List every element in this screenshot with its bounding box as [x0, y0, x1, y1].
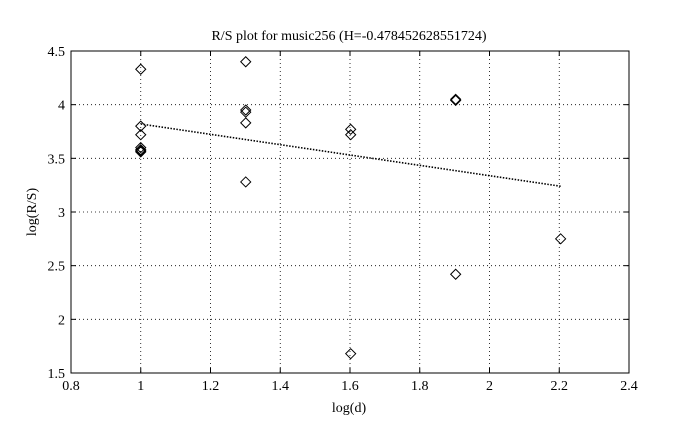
data-point-diamond — [240, 104, 252, 116]
data-point-diamond — [344, 347, 357, 360]
data-point-diamond — [135, 63, 147, 75]
y-tick-label: 1.5 — [48, 367, 66, 382]
data-point-diamond — [240, 106, 252, 118]
data-point-diamond — [240, 56, 252, 68]
data-point-diamond — [135, 129, 147, 141]
fit-line-group — [140, 123, 561, 188]
data-points — [135, 56, 567, 360]
chart-title: R/S plot for music256 (H=-0.478452628551… — [211, 29, 486, 44]
x-tick-label: 1.2 — [202, 379, 220, 394]
x-axis-label: log(d) — [332, 401, 367, 416]
data-point-diamond — [240, 117, 252, 129]
data-point-diamond — [135, 145, 147, 157]
data-point-diamond — [135, 120, 147, 132]
x-tick-label: 2.4 — [620, 379, 638, 394]
y-tick-label: 2 — [58, 313, 65, 328]
y-tick-label: 3.5 — [48, 152, 66, 167]
x-tick-label: 1 — [137, 379, 144, 394]
x-tick-label: 1.8 — [411, 379, 429, 394]
x-tick-label: 0.8 — [62, 379, 80, 394]
fit-line — [140, 123, 561, 188]
data-point-diamond — [554, 233, 567, 245]
y-tick-label: 2.5 — [48, 260, 66, 275]
x-tick-label: 1.6 — [341, 379, 359, 394]
data-point-diamond — [344, 123, 357, 136]
data-point-diamond — [135, 141, 147, 154]
y-tick-label: 4 — [58, 99, 65, 114]
data-point-diamond — [240, 176, 252, 188]
data-point-diamond — [449, 268, 462, 280]
y-tick-label: 4.5 — [48, 45, 66, 60]
data-point-diamond — [449, 93, 462, 106]
grid-lines — [71, 51, 629, 373]
y-tick-label: 3 — [58, 206, 65, 221]
data-point-diamond — [449, 94, 462, 107]
y-axis-label: log(R/S) — [25, 188, 40, 237]
data-point-diamond — [344, 129, 357, 141]
x-tick-label: 2.2 — [551, 379, 569, 394]
axis-ticks: 0.8 1 1.2 1.4 1.6 1.8 2 2.2 2.4 1.5 2 2.5 3 3.5 4 4.5 — [48, 45, 638, 394]
x-tick-label: 1.4 — [272, 379, 290, 394]
x-tick-label: 2 — [486, 379, 493, 394]
data-point-diamond — [135, 146, 147, 158]
data-point-diamond — [135, 144, 147, 156]
